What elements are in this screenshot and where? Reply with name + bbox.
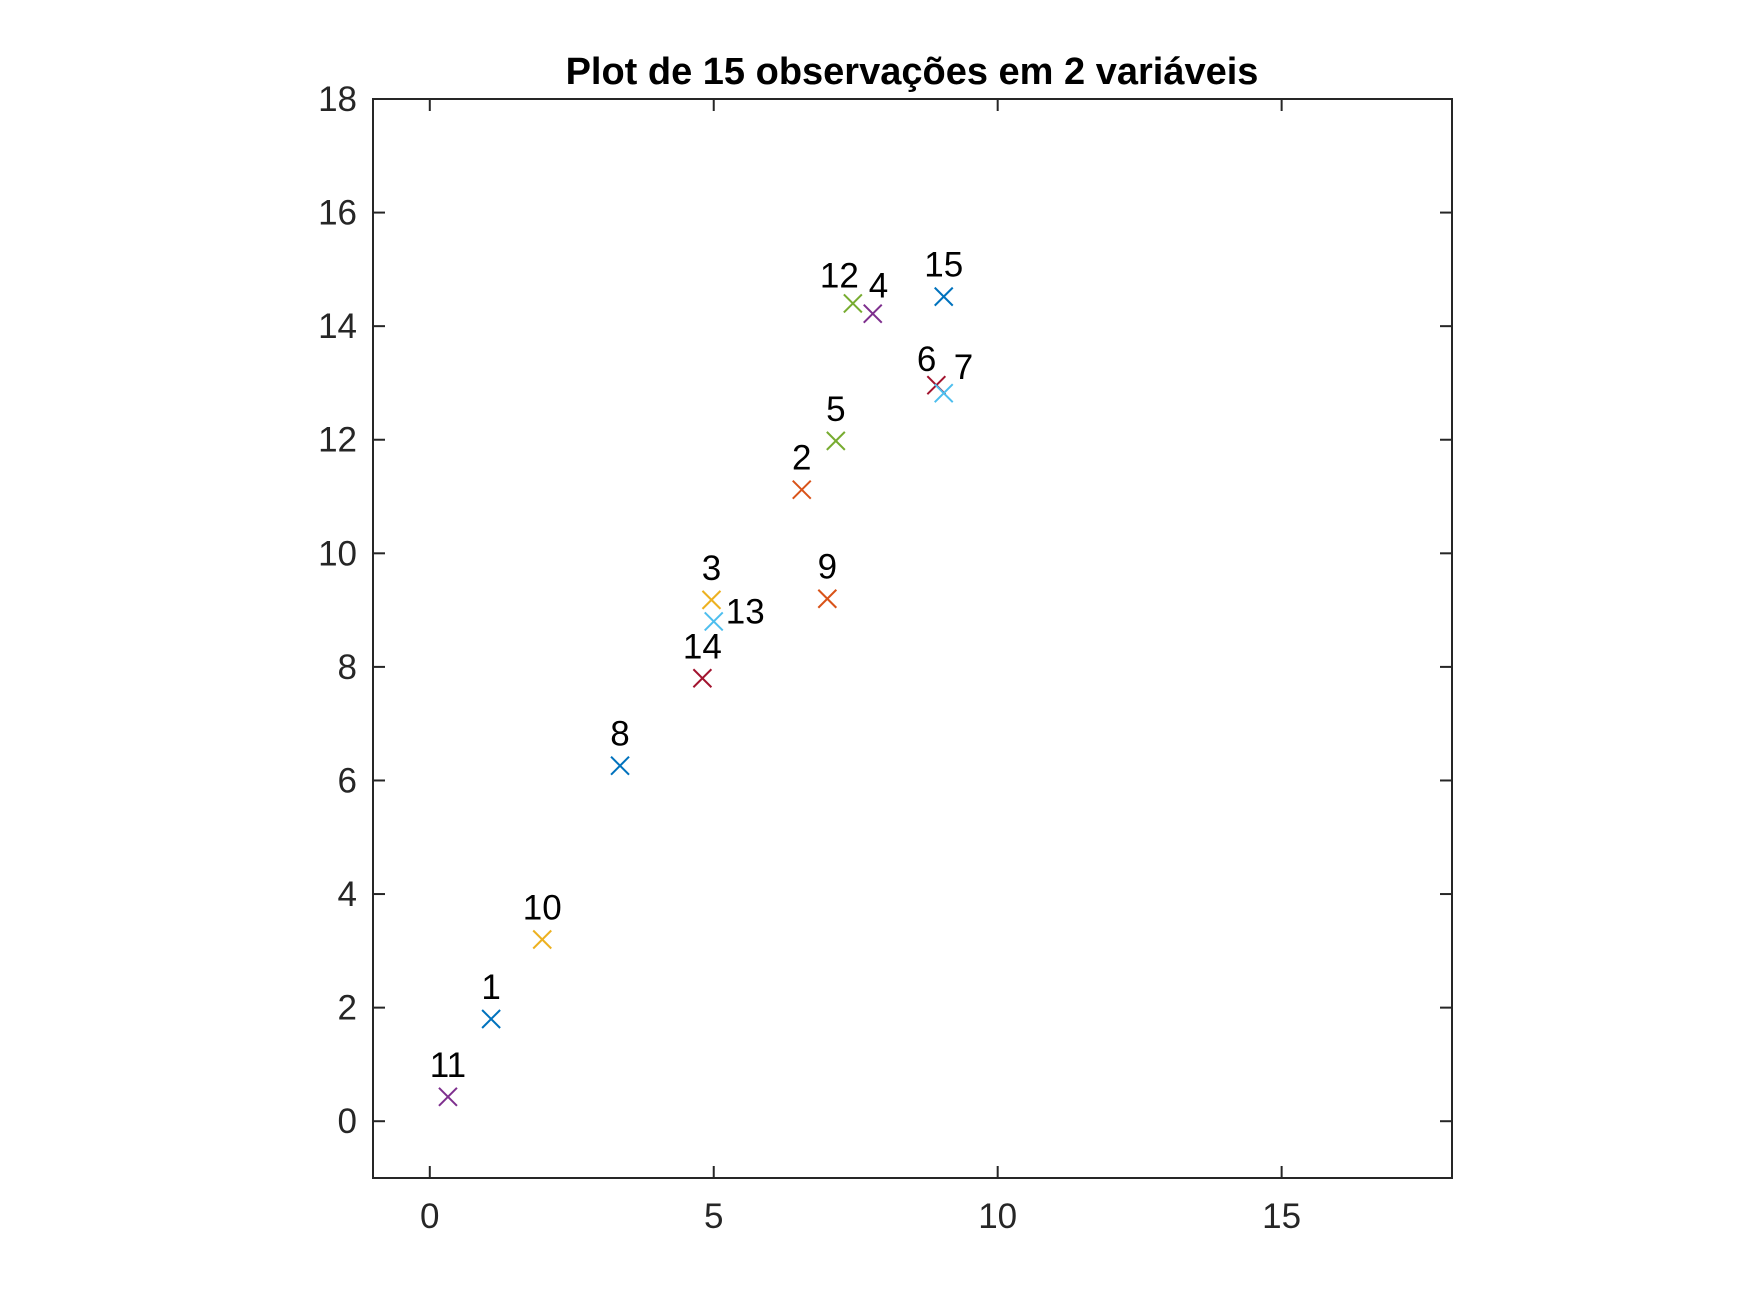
point-label-9: 9 xyxy=(818,548,837,587)
data-points xyxy=(438,286,954,1107)
y-tick-label: 14 xyxy=(318,307,357,346)
x-tick-label: 0 xyxy=(420,1197,439,1236)
point-marker-stroke xyxy=(610,756,630,776)
y-tick-label: 18 xyxy=(318,80,357,119)
y-tick-label: 12 xyxy=(318,421,357,460)
y-tick-label: 16 xyxy=(318,194,357,233)
point-label-2: 2 xyxy=(792,439,811,478)
data-point-12 xyxy=(843,293,863,314)
x-tick-label: 15 xyxy=(1262,1197,1301,1236)
y-tick-label: 8 xyxy=(338,648,357,687)
data-point-9 xyxy=(817,589,838,609)
point-label-12: 12 xyxy=(820,256,859,295)
data-point-14 xyxy=(692,668,713,688)
point-marker-stroke xyxy=(934,286,954,307)
plot-area-frame xyxy=(372,98,1453,1179)
data-point-13 xyxy=(704,611,724,632)
data-point-5 xyxy=(826,431,846,451)
y-tick-label: 10 xyxy=(318,534,357,573)
data-point-15 xyxy=(934,286,954,307)
y-tick-label: 6 xyxy=(338,761,357,800)
point-marker-stroke xyxy=(863,303,883,324)
point-label-13: 13 xyxy=(726,592,765,631)
data-point-4 xyxy=(863,303,883,324)
data-point-8 xyxy=(610,756,630,776)
point-marker-stroke xyxy=(701,590,722,610)
chart-title: Plot de 15 observações em 2 variáveis xyxy=(566,51,1259,93)
point-label-7: 7 xyxy=(954,348,973,387)
y-tick-label: 4 xyxy=(338,875,357,914)
point-label-14: 14 xyxy=(683,627,722,666)
point-label-1: 1 xyxy=(481,968,500,1007)
y-tick-label: 0 xyxy=(338,1102,357,1141)
point-marker-stroke xyxy=(826,431,846,451)
data-point-11 xyxy=(438,1087,458,1107)
point-label-15: 15 xyxy=(924,246,963,285)
point-label-3: 3 xyxy=(702,549,721,588)
point-label-6: 6 xyxy=(917,340,936,379)
data-point-10 xyxy=(532,929,552,950)
point-marker-stroke xyxy=(792,480,812,500)
data-point-7 xyxy=(934,383,954,403)
point-marker-stroke xyxy=(481,1009,501,1029)
x-tick-label: 10 xyxy=(978,1197,1017,1236)
point-marker-stroke xyxy=(704,611,724,632)
data-point-1 xyxy=(481,1009,501,1029)
data-point-3 xyxy=(701,590,722,610)
data-point-2 xyxy=(792,480,812,500)
point-marker-stroke xyxy=(934,383,954,403)
point-label-10: 10 xyxy=(523,888,562,927)
point-label-5: 5 xyxy=(826,390,845,429)
y-tick-label: 2 xyxy=(338,989,357,1028)
point-marker-stroke xyxy=(532,929,552,950)
point-marker-stroke xyxy=(843,293,863,314)
point-label-4: 4 xyxy=(869,267,888,306)
point-marker-stroke xyxy=(438,1087,458,1107)
point-marker-stroke xyxy=(817,589,838,609)
point-label-11: 11 xyxy=(430,1046,466,1085)
point-marker-stroke xyxy=(692,668,713,688)
point-label-8: 8 xyxy=(610,715,629,754)
x-tick-label: 5 xyxy=(704,1197,723,1236)
